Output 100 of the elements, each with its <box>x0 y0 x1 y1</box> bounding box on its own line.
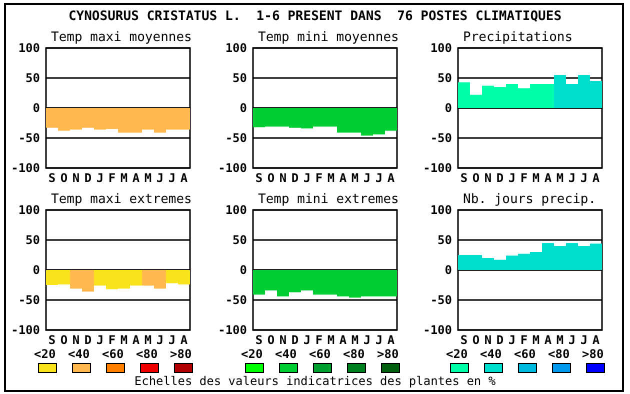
x-tick-label: D <box>496 171 504 185</box>
y-tick-label: 100 <box>430 203 452 217</box>
x-tick-label: J <box>156 333 164 347</box>
x-tick-label: A <box>339 333 348 347</box>
category-label: >80 <box>377 347 399 361</box>
x-tick-label: O <box>267 171 275 185</box>
x-tick-label: O <box>472 333 480 347</box>
y-tick-label: 0 <box>32 101 40 115</box>
y-tick-label: -50 <box>18 131 40 145</box>
y-tick-label: 100 <box>18 203 40 217</box>
y-tick-label: 0 <box>444 101 452 115</box>
x-tick-label: A <box>339 171 348 185</box>
y-tick-label: 100 <box>225 203 247 217</box>
x-tick-label: A <box>592 333 600 347</box>
x-tick-label: S <box>48 333 56 347</box>
y-tick-label: 50 <box>438 71 452 85</box>
category-label: <60 <box>514 347 536 361</box>
y-tick-label: -100 <box>11 323 40 337</box>
category-label: <20 <box>446 347 468 361</box>
x-tick-label: N <box>72 171 80 185</box>
y-tick-label: -50 <box>18 293 40 307</box>
x-tick-label: F <box>520 171 528 185</box>
x-tick-label: M <box>144 333 152 347</box>
chart-title: Temp mini extremes <box>258 192 399 207</box>
chart-title: Precipitations <box>463 30 573 45</box>
x-tick-label: J <box>580 171 588 185</box>
x-tick-label: J <box>568 333 576 347</box>
y-tick-label: 0 <box>32 263 40 277</box>
x-tick-label: A <box>592 171 600 185</box>
x-tick-label: J <box>508 333 516 347</box>
x-tick-label: F <box>108 171 116 185</box>
x-tick-label: J <box>168 333 176 347</box>
x-tick-label: M <box>327 333 335 347</box>
x-tick-label: D <box>291 333 299 347</box>
category-label: <60 <box>309 347 331 361</box>
category-label: <20 <box>34 347 56 361</box>
x-tick-label: F <box>108 333 116 347</box>
x-tick-label: N <box>72 333 80 347</box>
chart-title: Nb. jours precip. <box>463 192 596 207</box>
y-tick-label: 50 <box>232 71 247 85</box>
x-tick-label: J <box>568 171 576 185</box>
x-tick-label: A <box>132 171 140 185</box>
x-tick-label: S <box>48 171 56 185</box>
x-tick-label: M <box>327 171 335 185</box>
x-tick-label: A <box>544 333 552 347</box>
category-label: <80 <box>136 347 158 361</box>
y-tick-label: 0 <box>240 263 247 277</box>
x-tick-label: O <box>60 333 68 347</box>
x-tick-label: M <box>351 333 359 347</box>
x-tick-label: A <box>180 171 188 185</box>
x-tick-label: J <box>96 171 104 185</box>
x-tick-label: J <box>508 171 516 185</box>
x-tick-label: M <box>120 333 128 347</box>
category-label: <80 <box>343 347 365 361</box>
category-label: <40 <box>68 347 90 361</box>
x-tick-label: F <box>315 333 323 347</box>
x-tick-label: J <box>580 333 588 347</box>
x-tick-label: M <box>532 333 540 347</box>
x-tick-label: A <box>180 333 188 347</box>
text: CYNOSURUS CRISTATUS L. 1-6 PRESENT DANS 76 POSTES CLIMATIQUES <box>67 9 563 24</box>
x-tick-label: D <box>84 333 92 347</box>
category-label: <60 <box>102 347 124 361</box>
y-tick-label: 100 <box>225 41 247 55</box>
x-tick-label: O <box>267 333 275 347</box>
chart-title: Temp mini moyennes <box>258 30 399 45</box>
y-tick-label: -50 <box>430 293 452 307</box>
x-tick-label: S <box>460 171 468 185</box>
x-tick-label: S <box>255 171 263 185</box>
x-tick-label: M <box>144 171 152 185</box>
text: Echelles des valeurs indicatrices des plantes en % <box>133 374 497 388</box>
x-tick-label: A <box>132 333 140 347</box>
x-tick-label: M <box>556 171 564 185</box>
x-tick-label: J <box>375 333 383 347</box>
y-tick-label: 50 <box>26 233 40 247</box>
y-tick-label: -100 <box>218 161 247 175</box>
x-tick-label: A <box>387 171 396 185</box>
x-tick-label: D <box>496 333 504 347</box>
chart-title: Temp maxi extremes <box>51 192 192 207</box>
x-tick-label: D <box>84 171 92 185</box>
x-tick-label: S <box>460 333 468 347</box>
y-tick-label: 100 <box>18 41 40 55</box>
x-tick-label: M <box>120 171 128 185</box>
y-tick-label: -50 <box>225 293 247 307</box>
x-tick-label: D <box>291 171 299 185</box>
y-tick-label: 50 <box>438 233 452 247</box>
category-label: <40 <box>480 347 502 361</box>
x-tick-label: J <box>363 333 371 347</box>
x-tick-label: O <box>60 171 68 185</box>
y-tick-label: 0 <box>240 101 247 115</box>
category-label: >80 <box>582 347 604 361</box>
x-tick-label: A <box>387 333 396 347</box>
y-tick-label: -100 <box>11 161 40 175</box>
x-tick-label: J <box>303 333 311 347</box>
category-label: <40 <box>275 347 297 361</box>
x-tick-label: N <box>484 171 492 185</box>
x-tick-label: J <box>303 171 311 185</box>
x-tick-label: S <box>255 333 263 347</box>
category-label: <20 <box>241 347 263 361</box>
chart-title: Temp maxi moyennes <box>51 30 192 45</box>
y-tick-label: -100 <box>423 323 452 337</box>
